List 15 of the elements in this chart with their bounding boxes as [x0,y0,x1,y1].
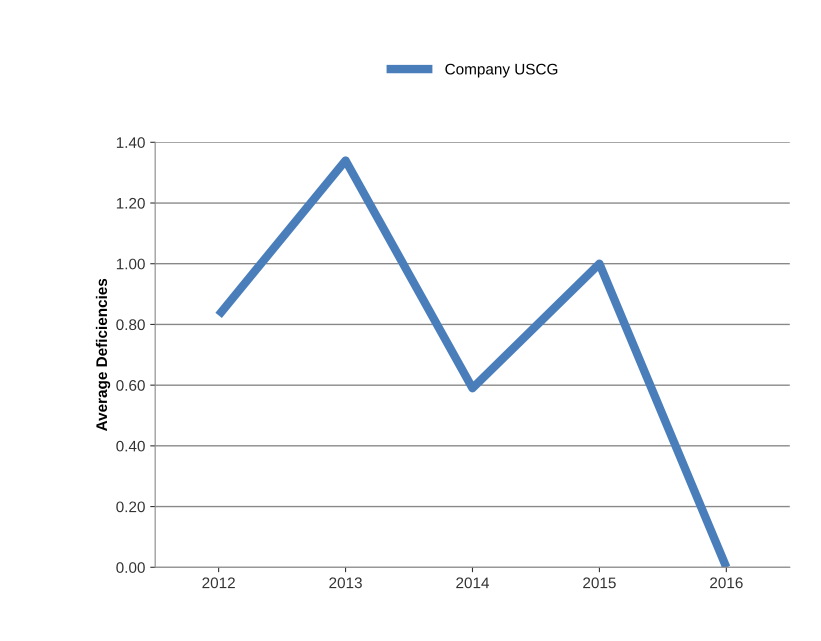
y-tick-label: 0.80 [116,319,145,330]
x-tick-label: 2016 [710,577,743,588]
legend-label: Company USCG [445,64,558,78]
y-tick-label: 0.40 [116,440,145,452]
x-tick-label: 2012 [202,577,235,588]
x-tick-label: 2013 [329,577,362,588]
x-tick-label: 2014 [456,577,490,588]
y-tick-label: 0.60 [116,380,145,391]
y-tick-label: 0.00 [116,562,145,573]
y-tick-label: 1.40 [116,137,145,148]
y-tick-label: 0.20 [116,501,145,512]
y-axis-title: Average Deficiencies [96,278,110,431]
y-tick-label: 1.20 [116,198,145,209]
x-tick-label: 2015 [583,577,616,588]
y-tick-label: 1.00 [116,258,145,270]
